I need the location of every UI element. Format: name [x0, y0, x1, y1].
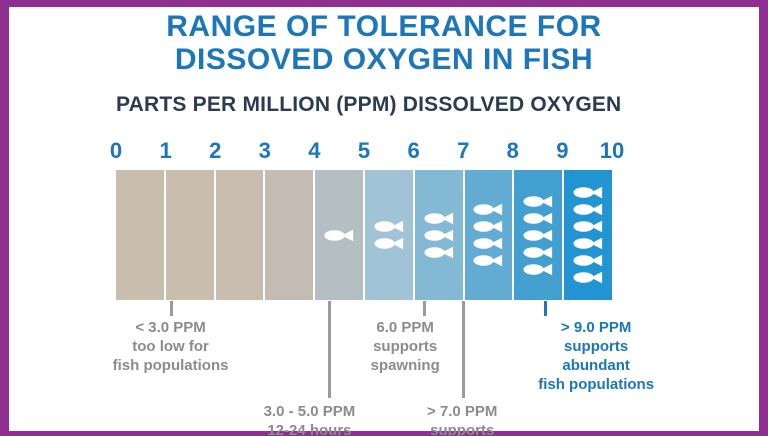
fish-icon [523, 212, 553, 224]
annotation-connector-too-low [169, 301, 173, 316]
axis-tick-5: 5 [357, 138, 371, 163]
fish-icon [424, 229, 453, 241]
fish-icon [473, 220, 503, 233]
fish-icon [424, 212, 453, 224]
fish-icon [424, 246, 453, 258]
annotation-too-low: < 3.0 PPM too low for fish populations [113, 318, 229, 375]
fish-icon [473, 203, 503, 216]
bar-segment-1-2 [165, 170, 214, 300]
bar-segment-4-5 [315, 170, 363, 300]
annotation-connector-supports [462, 301, 466, 398]
axis-tick-3: 3 [258, 138, 271, 163]
tolerance-bar [116, 170, 612, 300]
chart-title: RANGE OF TOLERANCE FOR DISSOVED OXYGEN I… [0, 10, 768, 76]
annotation-line: fish populations [538, 376, 655, 393]
annotation-connector-abundant [544, 301, 548, 316]
bar-segment-8-9 [514, 170, 563, 300]
axis-title: PARTS PER MILLION (PPM) DISSOLVED OXYGEN [116, 93, 622, 116]
annotation-line: fish populations [112, 357, 229, 374]
annotation-connector-stress [328, 301, 332, 398]
fish-icon [573, 237, 603, 250]
fish-icon [573, 186, 603, 199]
bar-segment-3-4 [265, 170, 314, 300]
chart-title-line2: DISSOVED OXYGEN IN FISH [174, 43, 594, 76]
annotation-line: 6.0 PPM [376, 319, 434, 336]
bar-segment-2-3 [215, 170, 264, 300]
annotation-line: too low for [132, 338, 209, 355]
annotation-abundant: > 9.0 PPM supports abundant fish population… [538, 318, 654, 394]
axis-tick-7: 7 [457, 138, 470, 163]
annotation-line: > 9.0 PPM [560, 319, 632, 336]
axis-tick-4: 4 [308, 138, 321, 163]
axis-tick-10: 10 [599, 138, 625, 163]
annotation-line: supports [564, 338, 629, 355]
fish-icon [473, 254, 503, 267]
axis-tick-0: 0 [109, 138, 123, 163]
annotation-line: abundant [562, 357, 630, 374]
annotation-line: supports [373, 338, 438, 355]
chart-title-line1: RANGE OF TOLERANCE FOR [166, 10, 602, 43]
bar-segment-5-6 [364, 170, 413, 300]
annotation-line: 3.0 - 5.0 PPM [263, 403, 356, 420]
fish-icon [573, 271, 603, 284]
bar-segment-9-10 [564, 170, 612, 300]
fish-icon [523, 229, 553, 241]
annotation-stress: 3.0 - 5.0 PPM 12-24 hours [264, 402, 356, 436]
fish-icon [324, 229, 354, 241]
fish-icon [523, 263, 553, 275]
fish-icon [573, 254, 603, 267]
annotation-supports: > 7.0 PPM supports [427, 402, 497, 436]
axis-tick-6: 6 [407, 138, 420, 163]
annotation-spawning: 6.0 PPM supports spawning [371, 318, 440, 375]
axis-tick-1: 1 [159, 138, 172, 163]
annotation-line: supports [430, 422, 495, 436]
fish-icon [573, 220, 603, 233]
fish-icon [374, 237, 403, 250]
fish-icon [523, 195, 553, 207]
axis-tick-9: 9 [556, 138, 569, 163]
fish-icon [473, 237, 503, 250]
axis-tick-8: 8 [506, 138, 519, 163]
bar-segment-0-1 [116, 170, 164, 300]
fish-icon [523, 246, 553, 258]
annotation-connector-spawning [422, 301, 426, 316]
annotation-line: 12-24 hours [267, 422, 352, 436]
bar-segment-7-8 [464, 170, 513, 300]
fish-icon [573, 203, 603, 216]
annotation-line: spawning [370, 357, 440, 374]
fish-icon [374, 220, 403, 233]
annotation-line: < 3.0 PPM [135, 319, 206, 336]
annotation-line: > 7.0 PPM [426, 403, 498, 420]
bar-segment-6-7 [414, 170, 463, 300]
axis-tick-2: 2 [209, 138, 222, 163]
